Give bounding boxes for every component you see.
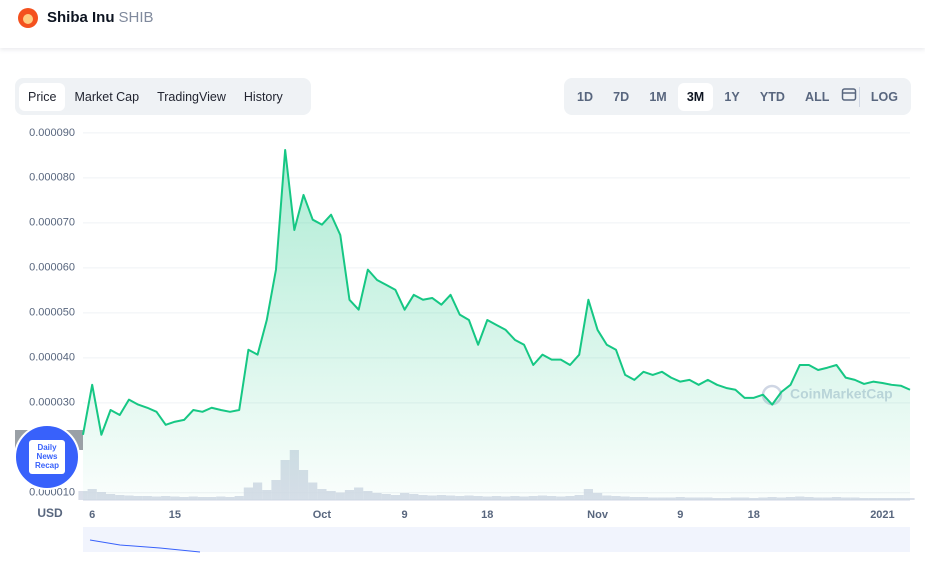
range-button[interactable]: 7D [613, 89, 630, 104]
y-tick-label: 0.000070 [29, 217, 75, 229]
x-tick-label: 18 [481, 509, 493, 521]
x-tick-label: 18 [748, 509, 760, 521]
tab[interactable]: History [243, 89, 283, 104]
coin-icon [18, 8, 38, 28]
x-tick-label: 15 [169, 509, 181, 521]
navigator[interactable] [83, 527, 910, 552]
tab[interactable]: TradingView [157, 89, 226, 104]
calendar-icon [841, 88, 856, 101]
tab[interactable]: Market Cap [74, 89, 140, 104]
x-tick-label: 6 [89, 509, 95, 521]
range-button[interactable]: YTD [759, 89, 785, 104]
log-button[interactable]: LOG [870, 89, 898, 104]
y-tick-label: 0.000040 [29, 352, 75, 364]
badge-box [29, 440, 65, 474]
y-tick-label: 0.000010 [29, 487, 75, 499]
header: Shiba Inu SHIB [0, 0, 925, 48]
separator [858, 86, 860, 107]
range-button[interactable]: ALL [805, 89, 830, 104]
badge-text: Daily [37, 443, 57, 452]
tab-group: Price Market Cap TradingView History [15, 78, 311, 115]
y-tick-label: 0.000050 [29, 307, 75, 319]
currency-label: USD [37, 506, 63, 520]
badge-text: Recap [35, 461, 59, 470]
range-button[interactable]: 3M [677, 82, 714, 111]
range-button[interactable]: 1M [649, 89, 667, 104]
coin-name: Shiba Inu SHIB [47, 9, 154, 26]
x-tick-label: 9 [402, 509, 408, 521]
y-tick-label: 0.000030 [29, 397, 75, 409]
x-tick-label: 2021 [870, 509, 894, 521]
range-group: 1D 7D 1M 3M 1Y YTD ALL LOG [564, 78, 911, 115]
symbol: SHIB [118, 9, 154, 26]
x-tick-label: Nov [587, 509, 609, 521]
x-tick-label: 9 [677, 509, 683, 521]
y-tick-label: 0.000060 [29, 262, 75, 274]
badge-text: News [37, 452, 58, 461]
x-tick-label: Oct [313, 509, 332, 521]
price-line [82, 148, 911, 436]
y-tick-label: 0.000090 [29, 127, 75, 139]
range-button[interactable]: 1Y [724, 89, 740, 104]
tab[interactable]: Price [19, 82, 66, 111]
calendar-button[interactable] [841, 86, 857, 107]
navigator-line [89, 539, 201, 553]
name: Shiba Inu [47, 9, 115, 26]
y-tick-label: 0.000080 [29, 172, 75, 184]
range-button[interactable]: 1D [577, 89, 593, 104]
